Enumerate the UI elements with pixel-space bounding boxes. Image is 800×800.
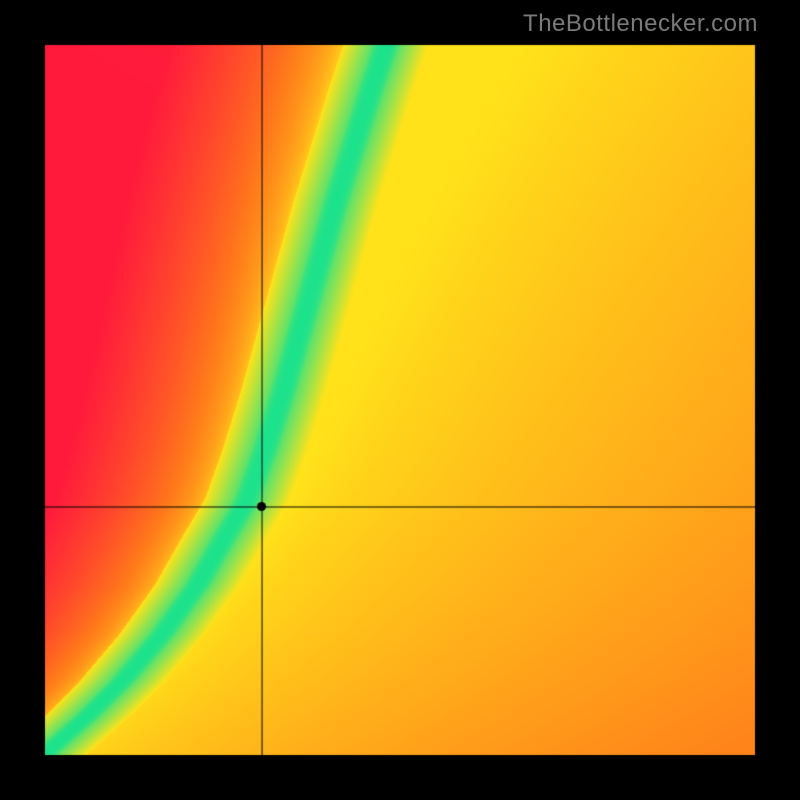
bottleneck-heatmap-canvas — [0, 0, 800, 800]
chart-container: TheBottlenecker.com — [0, 0, 800, 800]
